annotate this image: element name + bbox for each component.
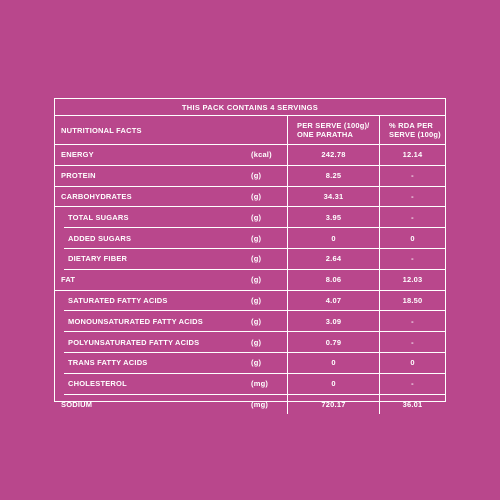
nutrient-value: 0 [287,373,379,394]
nutrient-name: CHOLESTEROL [68,379,127,389]
header-per-serve-line2: ONE PARATHA [297,130,354,139]
nutrient-value: 0 [287,228,379,248]
nutrient-unit: (g) [251,212,262,222]
nutrient-value: 8.06 [287,269,379,290]
nutrient-rda: 36.01 [379,394,445,415]
table-row-total-sugars: TOTAL SUGARS (g) 3.95 - [64,207,445,229]
table-row-trans-fatty-acids: TRANS FATTY ACIDS (g) 0 0 [64,352,445,374]
nutrient-rda: 18.50 [379,290,445,311]
header-rda-line2: SERVE (100g) [389,130,441,139]
nutrient-unit: (g) [251,275,262,285]
nutrient-value: 8.25 [287,165,379,186]
nutrient-unit: (g) [251,254,262,264]
nutrient-unit: (kcal) [251,150,272,160]
header-rda-line1: % RDA PER [389,121,434,130]
header-rda: % RDA PER SERVE (100g) [379,116,445,144]
nutrient-unit: (mg) [251,379,269,389]
table-header: NUTRITIONAL FACTS PER SERVE (100g)/ ONE … [55,116,445,145]
nutrient-name: TRANS FATTY ACIDS [68,358,148,368]
table-row-cholesterol: CHOLESTEROL (mg) 0 - [64,373,445,395]
nutrient-name: ADDED SUGARS [68,233,132,243]
table-row-monounsaturated-fatty-acids: MONOUNSATURATED FATTY ACIDS (g) 3.09 - [64,311,445,333]
nutrient-value: 2.64 [287,248,379,269]
table-row-sodium: SODIUM (mg) 720.17 36.01 [55,394,445,415]
nutrient-rda: - [379,165,445,186]
table-row-added-sugars: ADDED SUGARS (g) 0 0 [64,228,445,249]
nutrient-rda: 12.03 [379,269,445,290]
nutrient-value: 242.78 [287,145,379,165]
table-row-polyunsaturated-fatty-acids: POLYUNSATURATED FATTY ACIDS (g) 0.79 - [64,332,445,353]
nutrient-name: POLYUNSATURATED FATTY ACIDS [68,337,200,347]
nutrient-unit: (g) [251,295,262,305]
nutrient-rda: 0 [379,352,445,373]
nutrient-rda: - [379,373,445,394]
nutrient-value: 3.09 [287,311,379,332]
table-row-protein: PROTEIN (g) 8.25 - [55,165,445,187]
nutrient-rda: 0 [379,228,445,248]
nutrient-rda: - [379,186,445,207]
nutrient-unit: (g) [251,337,262,347]
nutrient-unit: (g) [251,171,262,181]
table-row-dietary-fiber: DIETARY FIBER (g) 2.64 - [64,248,445,270]
nutrient-name: TOTAL SUGARS [68,212,129,222]
header-unit-spacer [251,116,287,144]
nutrient-name: DIETARY FIBER [68,254,128,264]
nutrient-name: FAT [61,275,76,285]
nutrition-table: THIS PACK CONTAINS 4 SERVINGS NUTRITIONA… [54,98,446,415]
table-row-energy: ENERGY (kcal) 242.78 12.14 [55,145,445,166]
nutrient-unit: (g) [251,233,262,243]
servings-caption: THIS PACK CONTAINS 4 SERVINGS [55,99,445,116]
nutrient-name: PROTEIN [61,171,96,181]
nutrient-value: 0 [287,352,379,373]
nutrient-value: 4.07 [287,290,379,311]
nutrient-unit: (mg) [251,399,269,409]
nutrient-rda: - [379,207,445,228]
nutrient-value: 34.31 [287,186,379,207]
nutrient-name: MONOUNSATURATED FATTY ACIDS [68,316,203,326]
nutrient-unit: (g) [251,316,262,326]
nutrient-value: 0.79 [287,332,379,352]
nutrient-name: SATURATED FATTY ACIDS [68,295,168,305]
header-per-serve: PER SERVE (100g)/ ONE PARATHA [287,116,379,144]
header-per-serve-line1: PER SERVE (100g)/ [297,121,370,130]
table-row-carbohydrates: CARBOHYDRATES (g) 34.31 - [55,186,445,208]
nutrient-unit: (g) [251,358,262,368]
nutrient-rda: - [379,332,445,352]
nutrient-name: ENERGY [61,150,94,160]
nutrient-value: 3.95 [287,207,379,228]
table-row-fat: FAT (g) 8.06 12.03 [55,269,445,291]
table-row-saturated-fatty-acids: SATURATED FATTY ACIDS (g) 4.07 18.50 [64,290,445,312]
nutrient-name: SODIUM [61,399,93,409]
nutrient-name: CARBOHYDRATES [61,191,132,201]
nutrient-rda: - [379,248,445,269]
nutrient-value: 720.17 [287,394,379,415]
nutrient-unit: (g) [251,191,262,201]
header-nutritional-facts: NUTRITIONAL FACTS [61,125,142,135]
nutrient-rda: 12.14 [379,145,445,165]
nutrient-rda: - [379,311,445,332]
